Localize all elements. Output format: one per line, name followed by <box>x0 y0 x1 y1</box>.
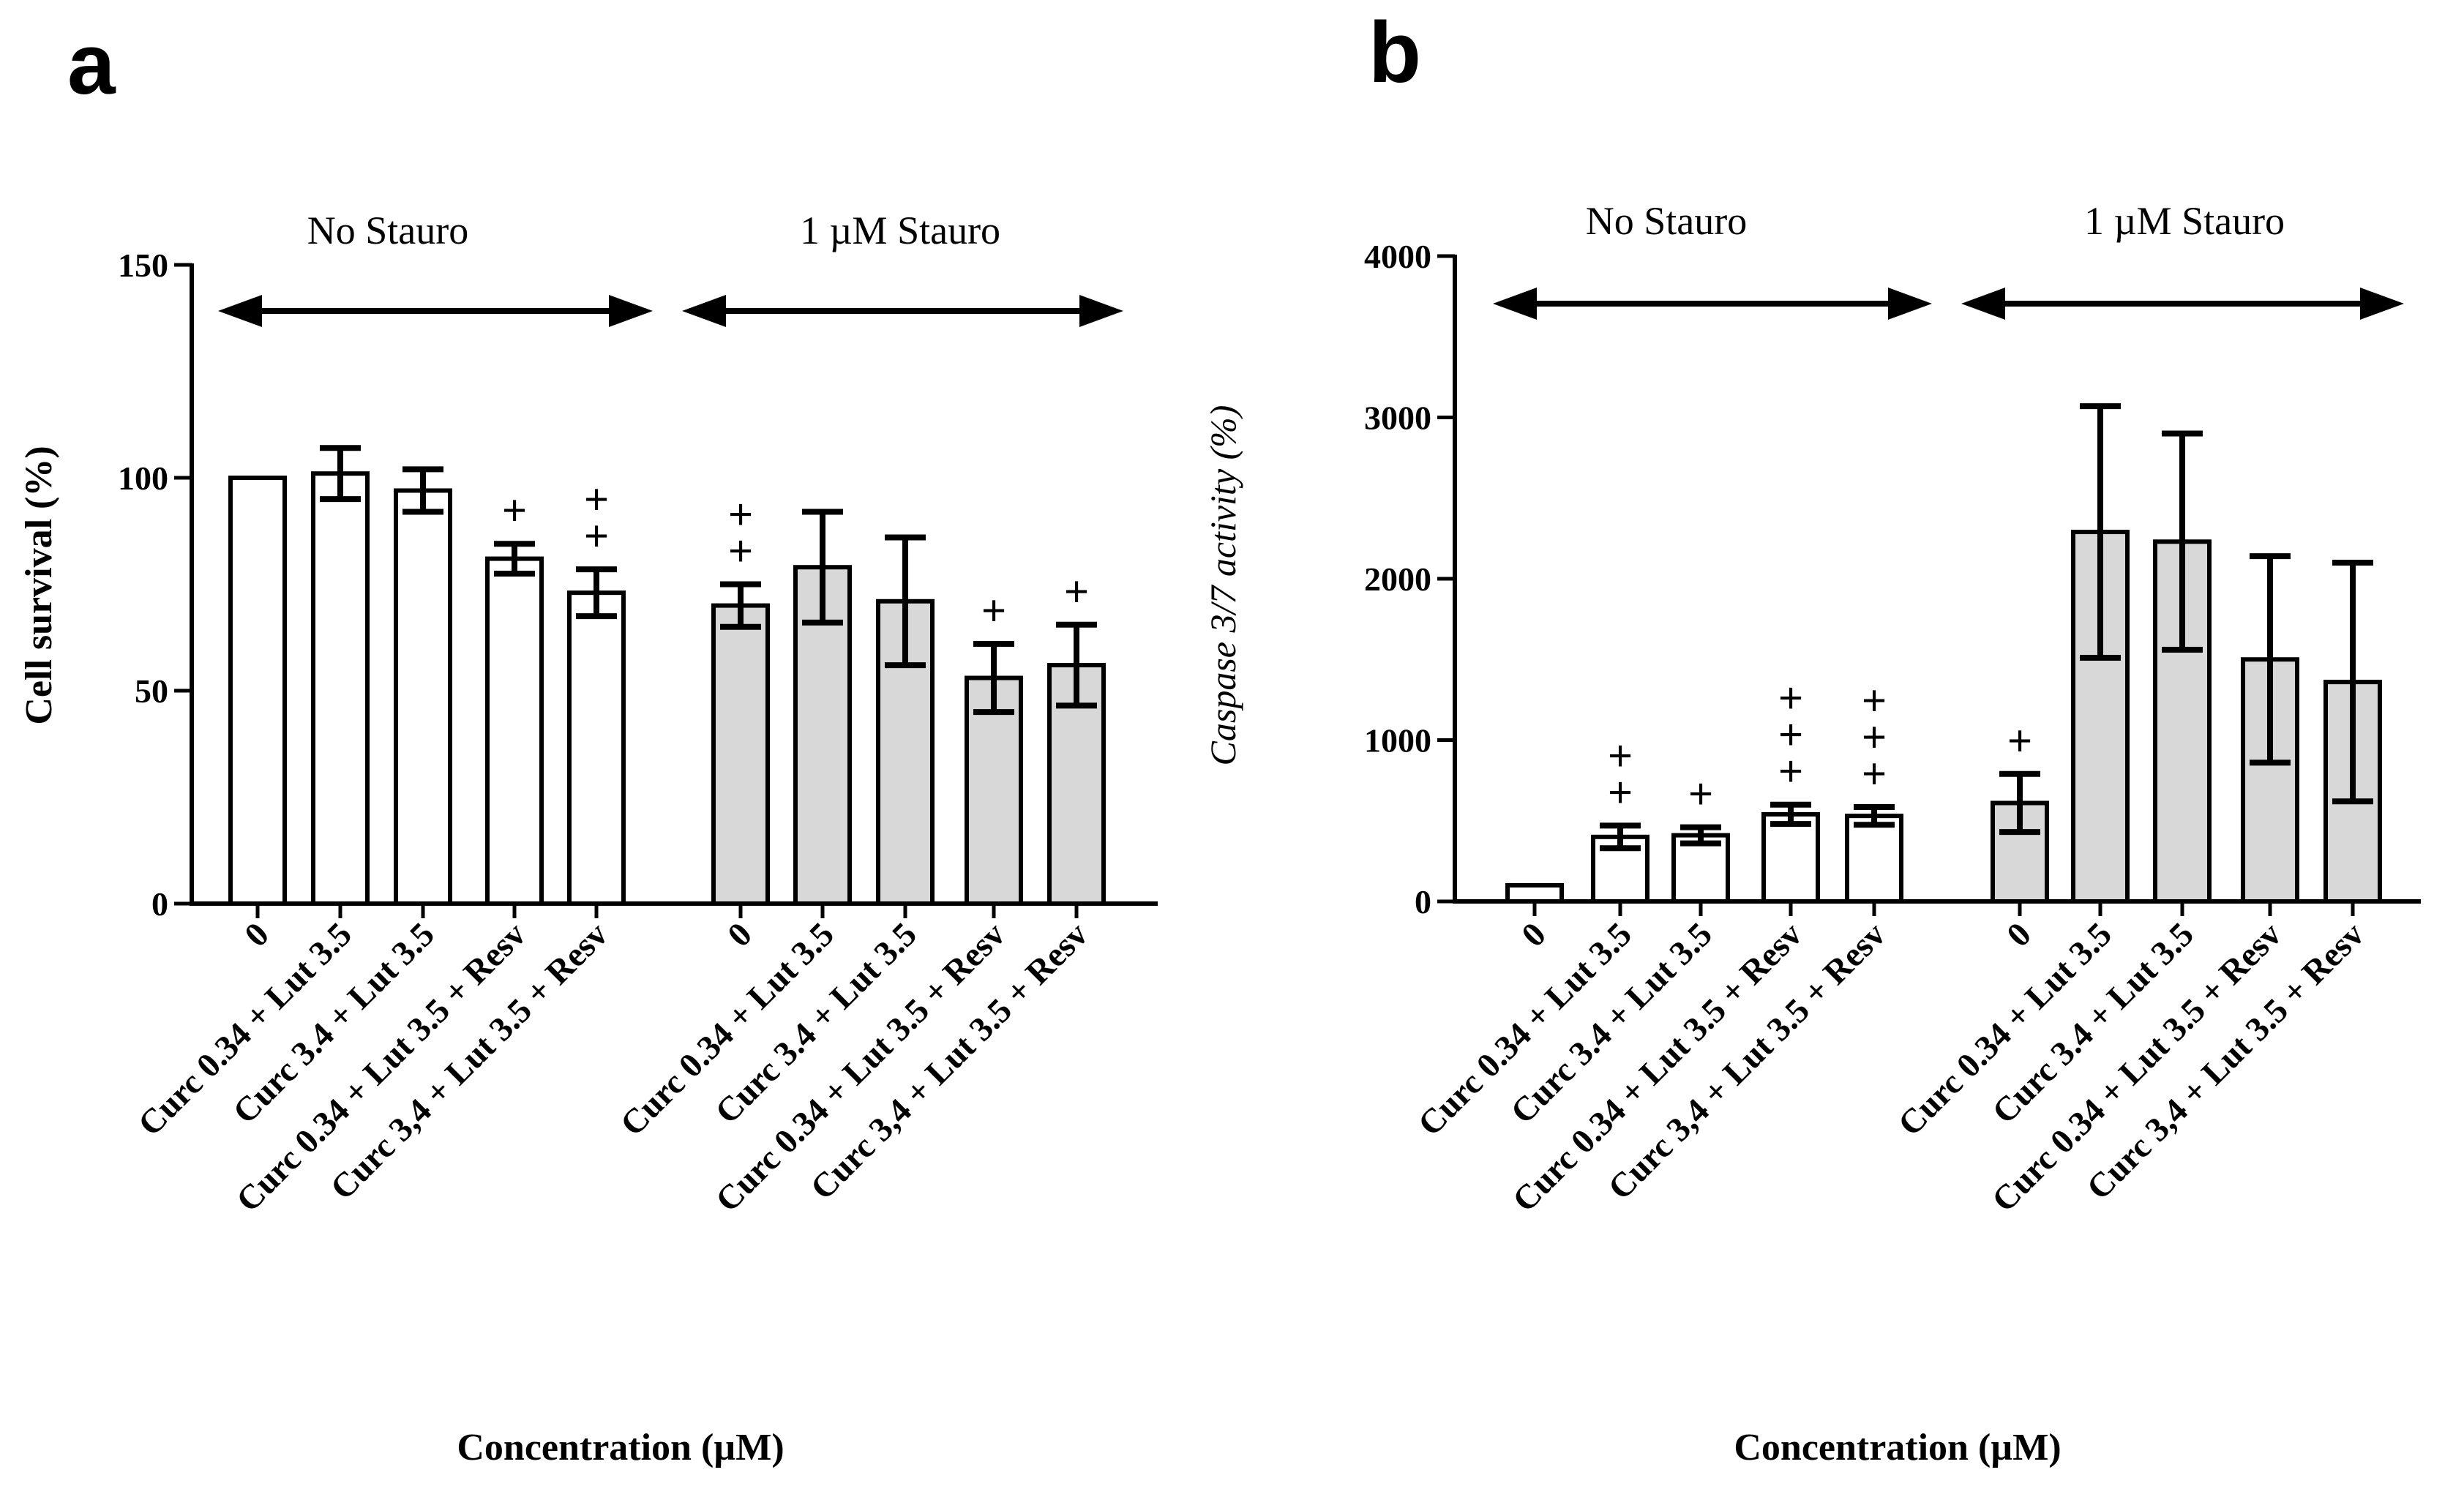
plus-sign: + <box>1778 711 1803 759</box>
x-axis-title: Concentration (µM) <box>1734 1427 2061 1468</box>
significance-marker: + <box>1064 568 1089 615</box>
plus-sign: + <box>1862 750 1887 798</box>
bar <box>311 471 370 906</box>
arrowhead-right <box>1888 288 1932 320</box>
y-tick-label: 2000 <box>1364 560 1431 598</box>
arrowhead-left <box>1961 288 2005 320</box>
plus-sign: + <box>1862 713 1887 761</box>
significance-marker: ++ <box>728 491 753 575</box>
arrowhead-left <box>682 295 726 327</box>
plus-sign: + <box>1688 770 1713 818</box>
plus-sign: + <box>1608 768 1633 816</box>
bar <box>1505 882 1564 904</box>
panel-letter: a <box>67 16 116 113</box>
x-axis-title: Concentration (µM) <box>457 1427 784 1468</box>
y-tick-label: 150 <box>118 247 168 284</box>
arrowhead-left <box>218 295 262 327</box>
bar <box>394 488 452 906</box>
significance-marker: +++ <box>1778 675 1803 795</box>
bar <box>2071 530 2130 904</box>
significance-marker: + <box>502 487 527 534</box>
group-label: 1 µM Stauro <box>800 209 1000 252</box>
category-label: 0 <box>237 915 276 954</box>
arrowhead-right <box>1079 295 1123 327</box>
arrowhead-left <box>1493 288 1537 320</box>
plus-sign: + <box>981 587 1006 634</box>
y-tick-label: 4000 <box>1364 238 1431 275</box>
plus-sign: + <box>584 512 609 560</box>
bar <box>567 590 626 906</box>
bar <box>1845 814 1903 904</box>
significance-marker: + <box>1688 770 1713 818</box>
plus-sign: + <box>728 491 753 539</box>
y-tick-label: 0 <box>151 885 168 923</box>
plus-sign: + <box>1862 677 1887 724</box>
plus-sign: + <box>502 487 527 534</box>
category-label: 0 <box>1999 915 2038 954</box>
arrowhead-right <box>609 295 653 327</box>
y-axis-title: Cell survival (%) <box>18 446 60 724</box>
bar <box>1671 833 1730 904</box>
panel-b: b 0 1000 2000 3000 4000 Caspase 3/7 activity (… <box>1202 4 2421 1468</box>
plus-sign: + <box>1608 732 1633 779</box>
bar <box>485 556 544 907</box>
bar <box>965 675 1023 906</box>
y-tick-label: 3000 <box>1364 399 1431 437</box>
group-label: 1 µM Stauro <box>2084 199 2285 243</box>
bar <box>228 476 287 906</box>
group-label: No Stauro <box>1586 199 1747 243</box>
arrowhead-right <box>2360 288 2404 320</box>
panel-a: a 0 50 100 150 Cell survival (%) Concentration… <box>18 16 1158 1468</box>
y-tick-label: 50 <box>135 672 168 710</box>
plus-sign: + <box>728 528 753 575</box>
plus-sign: + <box>584 476 609 523</box>
significance-marker: +++ <box>1862 677 1887 798</box>
significance-marker: + <box>2007 717 2032 765</box>
category-label: 0 <box>1514 915 1553 954</box>
significance-marker: + <box>981 587 1006 634</box>
y-tick-label: 100 <box>118 459 168 497</box>
plus-sign: + <box>1778 675 1803 722</box>
group-label: No Stauro <box>307 209 468 252</box>
y-tick-label: 1000 <box>1364 722 1431 759</box>
y-axis-title: Caspase 3/7 activity (%) <box>1202 405 1243 766</box>
category-label: 0 <box>720 915 759 954</box>
bar <box>1761 811 1820 904</box>
panel-letter: b <box>1368 4 1421 101</box>
bar <box>711 603 770 906</box>
plus-sign: + <box>1778 748 1803 795</box>
plus-sign: + <box>1064 568 1089 615</box>
significance-marker: ++ <box>1608 732 1633 816</box>
y-tick-label: 0 <box>1415 883 1431 920</box>
plus-sign: + <box>2007 717 2032 765</box>
significance-marker: ++ <box>584 476 609 560</box>
